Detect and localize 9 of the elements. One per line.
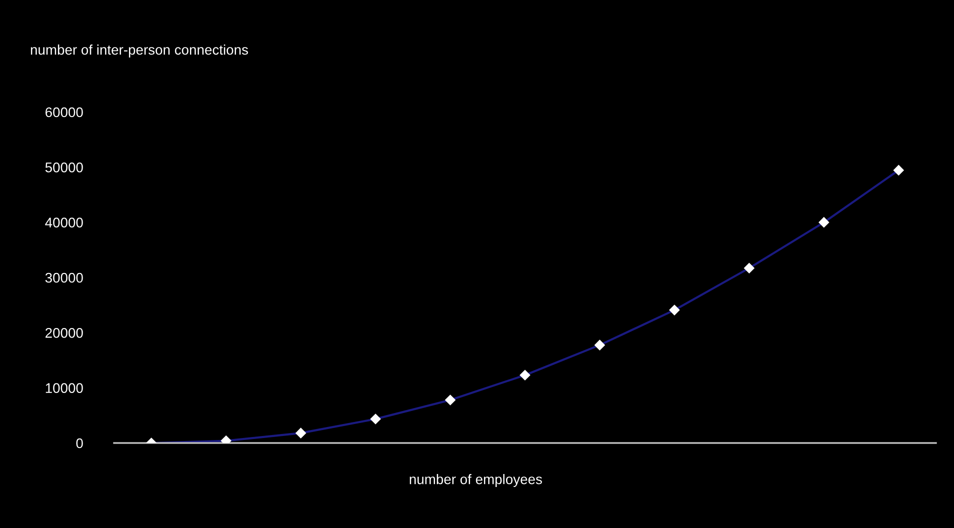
x-axis-title: number of employees [410, 474, 542, 487]
y-tick-label: 20000 [46, 328, 83, 338]
y-tick-label: 10000 [46, 383, 83, 394]
y-tick-label: 30000 [45, 272, 83, 283]
y-axis-title: number of inter-person connections [30, 44, 248, 58]
y-tick-label: 0 [76, 438, 83, 448]
y-tick-label: 50000 [45, 162, 83, 172]
y-tick-label: 60000 [46, 107, 83, 118]
y-tick-label: 40000 [45, 218, 83, 228]
